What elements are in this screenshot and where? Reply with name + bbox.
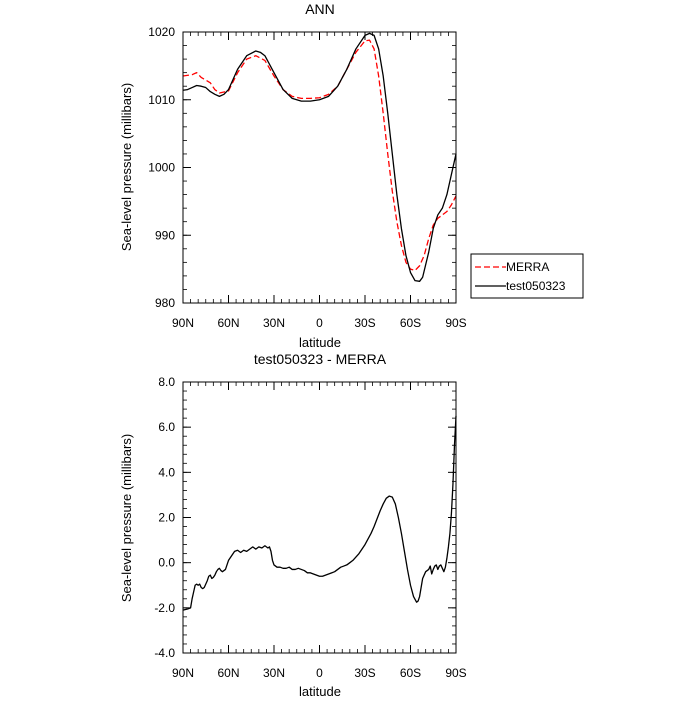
bottom-y-tick-label: 6.0 — [158, 420, 175, 434]
legend-label-merra: MERRA — [506, 260, 549, 274]
bottom-x-tick-label: 60S — [400, 666, 421, 680]
top-x-tick-label: 30N — [263, 316, 285, 330]
top-panel-title: ANN — [305, 1, 335, 17]
bottom-series — [182, 415, 457, 611]
bottom-y-tick-label: 0.0 — [158, 556, 175, 570]
top-ticks: 90N 60N 30N 0 30S 60S 90S 980 990 1000 1010 1020 — [148, 25, 466, 330]
top-x-tick-label: 90N — [172, 316, 194, 330]
top-y-tick-label: 1010 — [148, 93, 175, 107]
bottom-panel-title: test050323 - MERRA — [254, 351, 387, 367]
bottom-x-tick-label: 90S — [445, 666, 466, 680]
bottom-ticks: 90N 60N 30N 0 30S 60S 90S -4.0 -2.0 0.0 2.0 4.0 6.0 8… — [154, 375, 466, 680]
bottom-x-tick-label: 0 — [316, 666, 323, 680]
top-y-tick-label: 1020 — [148, 25, 175, 39]
top-x-tick-label: 60S — [400, 316, 421, 330]
bottom-x-tick-label: 30S — [354, 666, 375, 680]
bottom-y-tick-label: 4.0 — [158, 465, 175, 479]
top-x-tick-label: 60N — [217, 316, 239, 330]
top-x-axis-label: latitude — [299, 335, 341, 350]
top-y-tick-label: 1000 — [148, 161, 175, 175]
bottom-x-axis-label: latitude — [299, 684, 341, 699]
top-series-line-test050323 — [182, 32, 457, 282]
top-series — [182, 32, 457, 282]
bottom-panel: test050323 - MERRA 90N 60N 30N 0 30S 60S 90S -4… — [119, 351, 467, 699]
bottom-y-tick-label: -2.0 — [154, 601, 175, 615]
top-x-tick-label: 0 — [316, 316, 323, 330]
bottom-series-line-difference — [182, 415, 457, 611]
legend: MERRA test050323 — [470, 253, 584, 299]
top-y-tick-label: 990 — [155, 228, 175, 242]
bottom-plot-frame — [182, 381, 457, 654]
bottom-x-tick-label: 30N — [263, 666, 285, 680]
top-y-tick-label: 980 — [155, 296, 175, 310]
bottom-y-tick-label: 8.0 — [158, 375, 175, 389]
top-x-tick-label: 90S — [445, 316, 466, 330]
bottom-y-tick-label: -4.0 — [154, 646, 175, 660]
top-y-axis-label: Sea-level pressure (millibars) — [119, 83, 134, 251]
bottom-x-tick-label: 90N — [172, 666, 194, 680]
legend-box — [470, 253, 584, 299]
bottom-y-axis-label: Sea-level pressure (millibars) — [119, 434, 134, 602]
bottom-y-tick-label: 2.0 — [158, 511, 175, 525]
top-series-line-merra — [182, 39, 457, 272]
top-x-tick-label: 30S — [354, 316, 375, 330]
top-panel: ANN 90N 60N 30N 0 30S 60S 90S 980 990 1000 1010 102… — [119, 1, 584, 350]
bottom-x-tick-label: 60N — [217, 666, 239, 680]
top-plot-frame — [182, 31, 457, 304]
legend-label-test: test050323 — [506, 279, 566, 293]
